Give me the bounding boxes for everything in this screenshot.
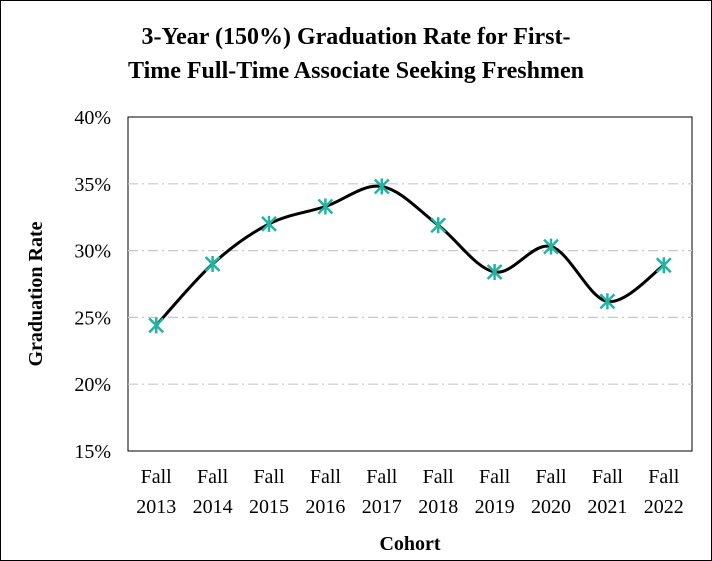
series-line xyxy=(155,184,665,327)
data-point-marker xyxy=(204,255,221,272)
y-tick-label: 15% xyxy=(74,441,111,463)
chart-title-line-2: Time Full-Time Associate Seeking Freshme… xyxy=(128,58,584,84)
gridlines xyxy=(128,183,692,385)
chart-title-line-1: 3-Year (150%) Graduation Rate for First- xyxy=(141,24,570,50)
data-point-marker xyxy=(655,257,672,274)
x-tick-label: Fall 2017 xyxy=(362,466,402,518)
data-point-marker xyxy=(430,217,447,234)
data-point-marker xyxy=(543,238,559,255)
y-tick-label: 30% xyxy=(74,241,111,263)
x-tick-label: Fall 2013 xyxy=(136,466,176,518)
x-tick-label: Fall 2014 xyxy=(193,466,233,518)
x-tick-label: Fall 2016 xyxy=(305,466,345,518)
y-tick-label: 25% xyxy=(74,307,111,329)
y-tick-label: 35% xyxy=(74,174,111,196)
x-tick-label: Fall 2020 xyxy=(531,466,571,518)
x-axis-label: Cohort xyxy=(379,533,440,555)
x-axis-ticks: Fall 2013 Fall 2014 Fall 2015 Fall 2016 Fall 2017… xyxy=(136,466,684,518)
data-point-marker xyxy=(373,178,390,195)
y-axis-label: Graduation Rate xyxy=(25,221,47,366)
data-point-marker xyxy=(486,263,503,280)
y-tick-label: 20% xyxy=(74,374,111,396)
plot-area xyxy=(127,116,693,452)
y-axis-ticks: 15% 20% 25% 30% 35% 40% xyxy=(74,107,111,463)
x-tick-label: Fall 2018 xyxy=(418,466,458,518)
x-tick-label: Fall 2021 xyxy=(587,466,627,518)
series-markers xyxy=(148,178,672,334)
y-tick-label: 40% xyxy=(74,107,111,129)
data-point-marker xyxy=(148,317,165,334)
x-tick-label: Fall 2015 xyxy=(249,466,289,518)
data-point-marker xyxy=(599,293,616,310)
x-tick-label: Fall 2019 xyxy=(475,466,515,518)
data-point-marker xyxy=(261,215,277,232)
x-tick-label: Fall 2022 xyxy=(644,466,684,518)
data-point-marker xyxy=(317,198,334,215)
